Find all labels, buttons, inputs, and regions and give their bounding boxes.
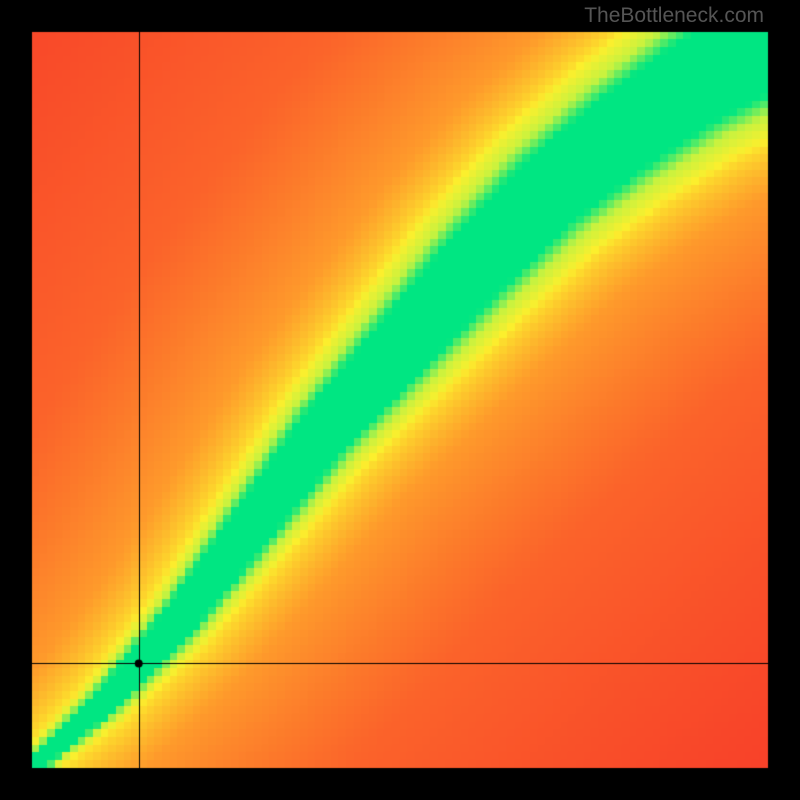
attribution-text: TheBottleneck.com bbox=[584, 4, 764, 28]
bottleneck-heatmap bbox=[0, 0, 800, 800]
